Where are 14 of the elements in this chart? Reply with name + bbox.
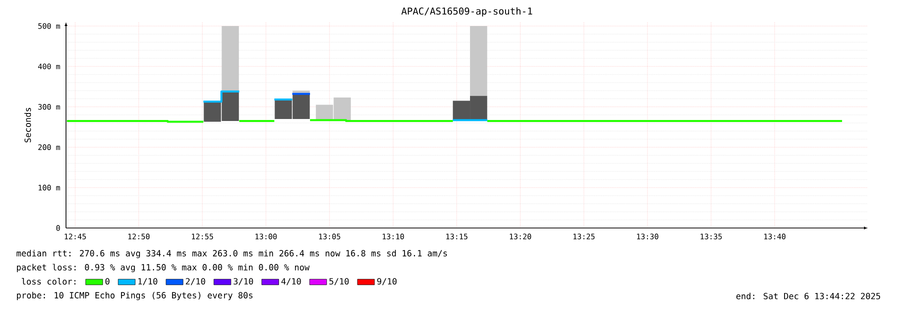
legend-label: 0 xyxy=(105,278,110,285)
legend-label: 5/10 xyxy=(329,278,349,286)
legend-label: 4/10 xyxy=(281,278,301,286)
legend-label: 2/10 xyxy=(186,278,206,286)
text: median rtt: 270.6 ms avg 334.4 ms max 263.0 ms min 266.4 ms now 16.8 ms sd 16.1 am/s xyxy=(16,250,447,258)
text: end: Sat Dec 6 13:44:22 2025 xyxy=(736,292,880,300)
legend-label: 9/10 xyxy=(377,278,397,286)
legend-title: loss color: xyxy=(22,278,76,285)
chart-title: APAC/AS16509-ap-south-1 xyxy=(401,7,532,16)
text: probe: 10 ICMP Echo Pings (56 Bytes) every 80s xyxy=(16,292,252,300)
legend-label: 1/10 xyxy=(138,278,158,286)
y-axis-title: Seconds xyxy=(24,108,31,142)
legend-label: 3/10 xyxy=(234,278,254,286)
text: packet loss: 0.93 % avg 11.50 % max 0.00 % min 0.00 % now xyxy=(16,264,310,272)
